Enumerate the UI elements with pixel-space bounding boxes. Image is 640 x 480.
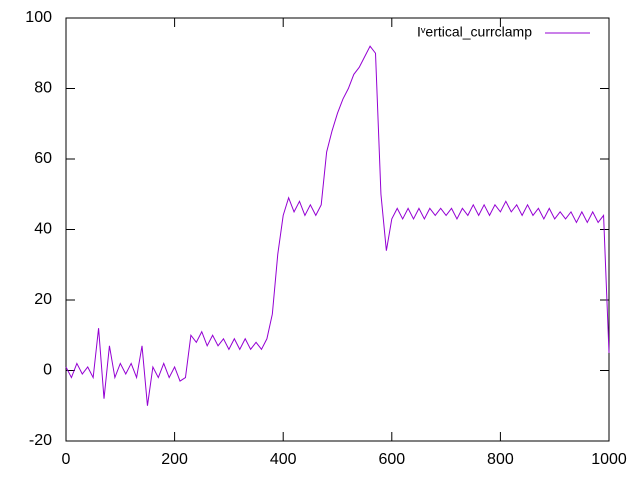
legend-label: Iᵛertical_currclamp	[417, 24, 532, 40]
y-tick-label: 40	[34, 221, 52, 238]
x-tick-label: 200	[161, 451, 188, 468]
plot-border	[65, 17, 610, 442]
y-tick-label: 80	[34, 80, 52, 97]
x-tick-label: 1000	[591, 451, 627, 468]
y-tick-label: 60	[34, 150, 52, 167]
x-tick-label: 800	[487, 451, 514, 468]
y-tick-label: 0	[43, 362, 52, 379]
x-tick-label: 400	[270, 451, 297, 468]
x-tick-label: 600	[378, 451, 405, 468]
y-tick-label: -20	[29, 432, 52, 449]
data-line	[65, 45, 610, 406]
x-tick-label: 0	[62, 451, 71, 468]
y-tick-label: 20	[34, 291, 52, 308]
y-tick-label: 100	[25, 9, 52, 26]
